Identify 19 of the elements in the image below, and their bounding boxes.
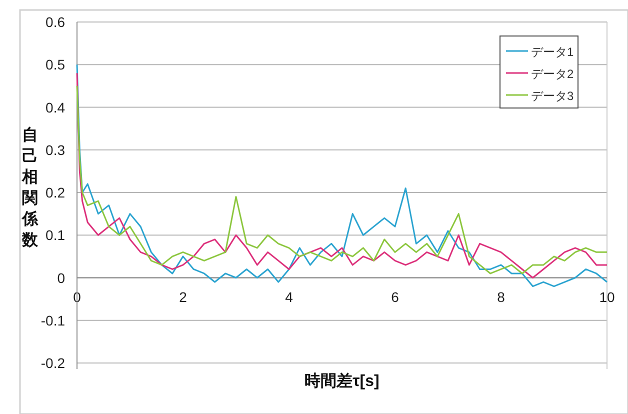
x-tick-label: 8 bbox=[497, 288, 506, 305]
y-tick-label: 0.2 bbox=[46, 184, 66, 200]
legend-label: データ3 bbox=[531, 89, 574, 103]
x-tick-label: 10 bbox=[599, 288, 615, 305]
legend-label: データ1 bbox=[531, 45, 574, 59]
x-tick-label: 6 bbox=[391, 288, 400, 305]
y-tick-label: 0.1 bbox=[46, 227, 66, 244]
x-tick-label: 2 bbox=[179, 288, 188, 305]
y-tick-label: -0.2 bbox=[40, 355, 66, 371]
x-axis-title: 時間差τ[s] bbox=[304, 372, 380, 390]
y-tick-label: -0.1 bbox=[40, 312, 66, 328]
y-tick-label: 0.6 bbox=[46, 14, 66, 30]
x-tick-label: 4 bbox=[285, 288, 294, 305]
legend-label: データ2 bbox=[531, 67, 574, 81]
y-axis-title: 自己相関係数 bbox=[21, 126, 39, 249]
y-tick-label: 0.4 bbox=[46, 99, 66, 116]
y-tick-label: 0 bbox=[57, 270, 66, 286]
y-tick-label: 0.5 bbox=[46, 56, 66, 73]
y-tick-label: 0.3 bbox=[46, 142, 66, 158]
